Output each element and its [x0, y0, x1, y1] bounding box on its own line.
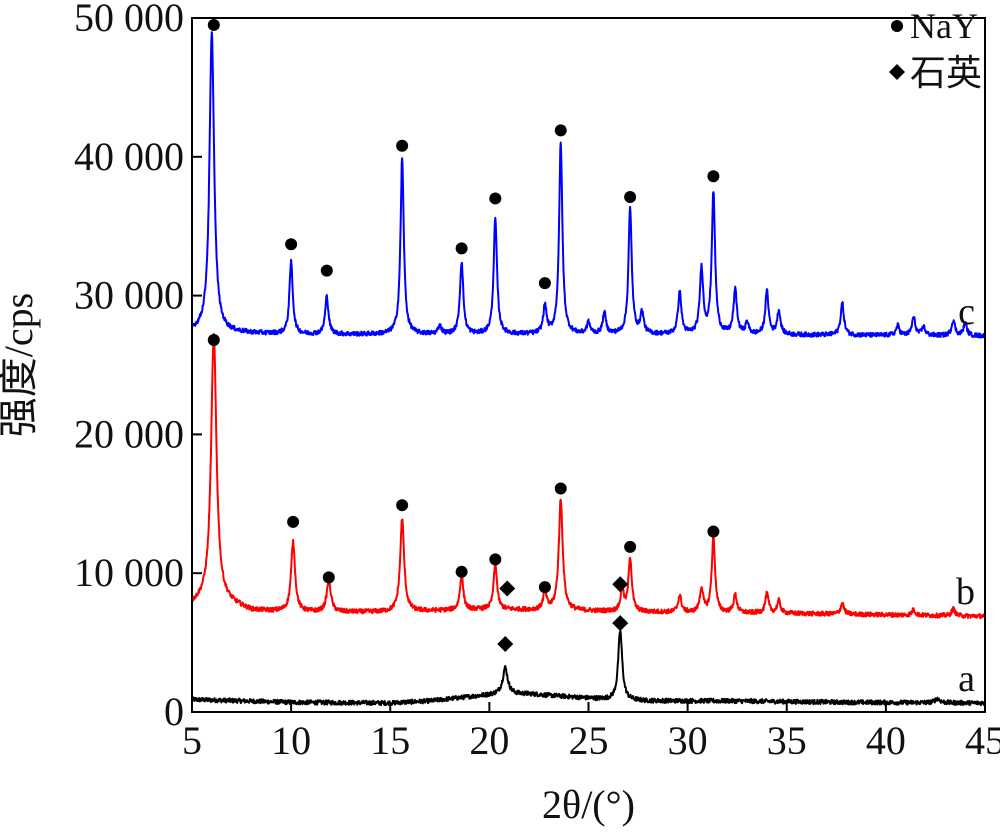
x-axis-title: 2θ/(°): [542, 782, 635, 827]
nay-peak-marker: [455, 242, 468, 255]
series-a-line: [191, 630, 986, 707]
legend-diamond-marker: [889, 64, 905, 80]
nay-peak-marker: [624, 191, 637, 204]
series-a-label: a: [958, 658, 975, 700]
tick-layer: 5 10 15 20 25 30 35 40 45 0 10 000 20 000 30 000 40 0…: [74, 0, 1000, 763]
y-tick-label: 40 000: [74, 134, 184, 179]
x-tick-label: 15: [370, 718, 410, 763]
nay-peak-marker: [554, 124, 567, 137]
quartz-peak-marker: [612, 615, 629, 632]
nay-peak-marker: [707, 170, 720, 183]
x-tick-label: 25: [569, 718, 609, 763]
x-tick-label: 30: [668, 718, 708, 763]
series-c-label: c: [958, 291, 975, 333]
nay-peak-marker: [538, 581, 551, 594]
quartz-peak-marker: [612, 576, 629, 593]
nay-peak-marker: [320, 264, 333, 277]
x-tick-label: 20: [469, 718, 509, 763]
nay-peak-marker: [287, 515, 300, 528]
quartz-peak-marker: [499, 580, 516, 597]
nay-peak-marker: [455, 565, 468, 578]
nay-peak-marker: [207, 334, 220, 347]
x-tick-label: 45: [965, 718, 1000, 763]
legend: NaY 石英: [889, 6, 982, 93]
series-b-line: [191, 332, 986, 620]
y-tick-label: 10 000: [74, 550, 184, 595]
series-layer: a b c: [191, 31, 986, 707]
series-b-label: b: [956, 571, 975, 613]
x-tick-label: 10: [271, 718, 311, 763]
legend-label-nay: NaY: [910, 6, 978, 46]
nay-peak-marker: [396, 139, 409, 152]
legend-entry-nay: NaY: [891, 6, 978, 46]
x-tick-label: 35: [767, 718, 807, 763]
nay-peak-marker: [707, 525, 720, 538]
nay-peak-marker: [322, 571, 335, 584]
y-tick-label: 50 000: [74, 0, 184, 40]
nay-peak-marker: [285, 238, 298, 251]
series-c-line: [191, 31, 986, 339]
nay-peak-marker: [207, 18, 220, 31]
quartz-peak-marker: [497, 635, 514, 652]
nay-peak-marker: [489, 192, 502, 205]
nay-peak-marker: [624, 540, 637, 553]
nay-peak-marker: [538, 277, 551, 290]
y-tick-label: 20 000: [74, 411, 184, 456]
marker-layer: [207, 18, 720, 652]
legend-entry-quartz: 石英: [889, 53, 982, 93]
legend-circle-marker: [891, 20, 903, 32]
legend-label-quartz: 石英: [910, 53, 982, 93]
nay-peak-marker: [396, 499, 409, 512]
y-axis-title: 强度/cps: [0, 293, 41, 437]
y-tick-label: 30 000: [74, 273, 184, 318]
x-tick-label: 40: [866, 718, 906, 763]
nay-peak-marker: [554, 482, 567, 495]
y-tick-label: 0: [164, 689, 184, 734]
nay-peak-marker: [489, 553, 502, 566]
x-tick-label: 5: [182, 718, 202, 763]
